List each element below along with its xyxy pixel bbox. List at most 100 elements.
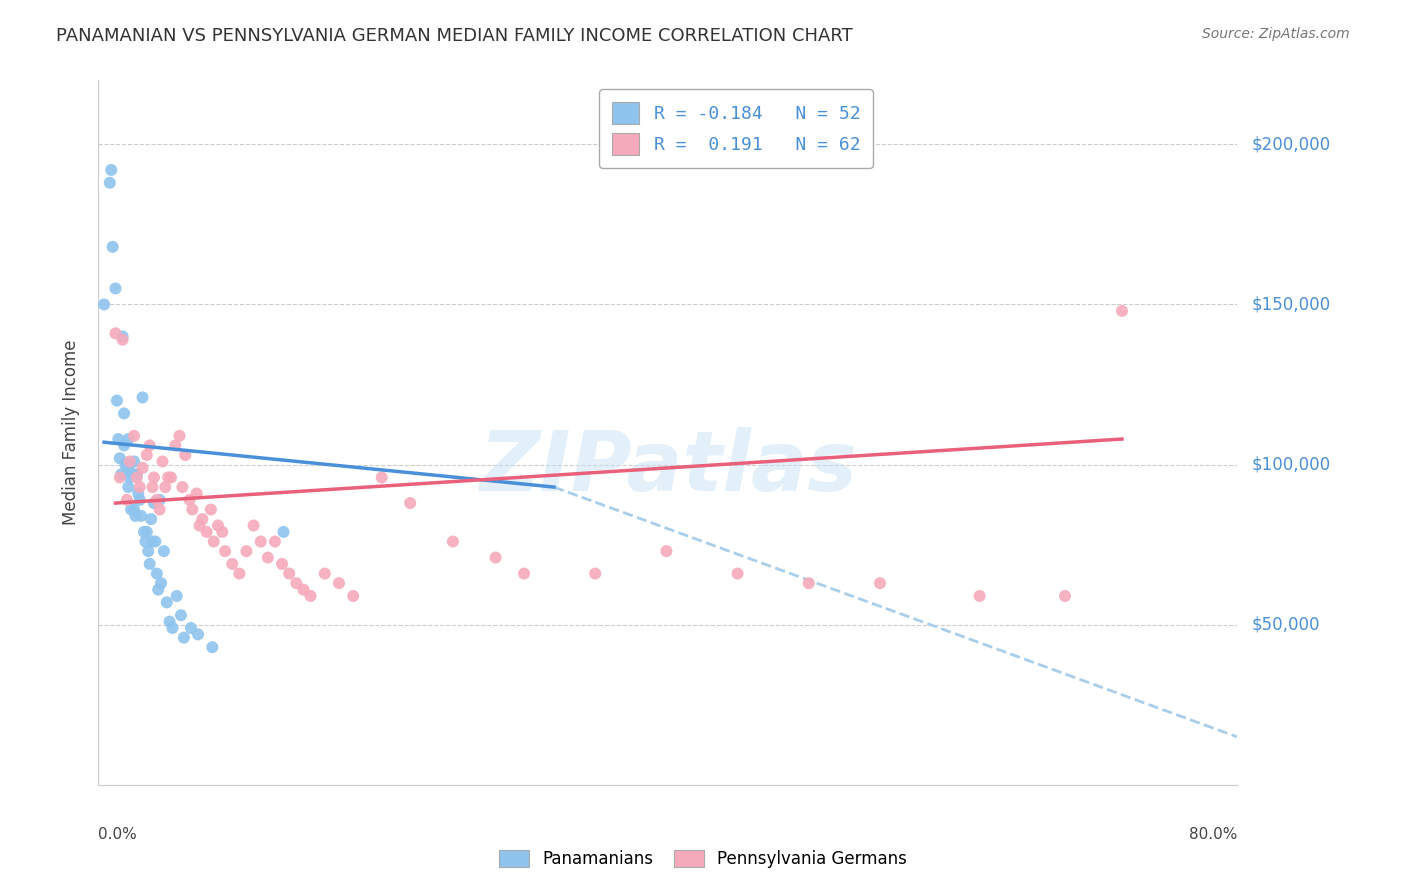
Point bbox=[285, 576, 308, 591]
Point bbox=[139, 512, 162, 526]
Point bbox=[166, 589, 188, 603]
Point bbox=[145, 534, 167, 549]
Point bbox=[179, 492, 201, 507]
Point bbox=[727, 566, 749, 581]
Point bbox=[513, 566, 536, 581]
Legend: R = -0.184   N = 52, R =  0.191   N = 62: R = -0.184 N = 52, R = 0.191 N = 62 bbox=[599, 89, 873, 168]
Text: $150,000: $150,000 bbox=[1251, 295, 1330, 313]
Text: 0.0%: 0.0% bbox=[98, 827, 138, 842]
Point bbox=[125, 470, 148, 484]
Point bbox=[129, 508, 152, 523]
Point bbox=[211, 524, 233, 539]
Point bbox=[138, 557, 160, 571]
Point bbox=[121, 467, 143, 482]
Point bbox=[214, 544, 236, 558]
Point bbox=[278, 566, 301, 581]
Point bbox=[191, 512, 214, 526]
Point bbox=[299, 589, 322, 603]
Point bbox=[173, 631, 195, 645]
Point bbox=[108, 451, 131, 466]
Point bbox=[127, 486, 149, 500]
Point bbox=[174, 448, 197, 462]
Text: $50,000: $50,000 bbox=[1251, 615, 1320, 634]
Point bbox=[146, 566, 169, 581]
Point bbox=[141, 534, 163, 549]
Point bbox=[242, 518, 264, 533]
Point bbox=[149, 492, 172, 507]
Point bbox=[583, 566, 606, 581]
Point bbox=[131, 460, 153, 475]
Point bbox=[170, 608, 193, 623]
Point bbox=[441, 534, 464, 549]
Point bbox=[328, 576, 350, 591]
Point bbox=[969, 589, 991, 603]
Point bbox=[235, 544, 257, 558]
Point bbox=[181, 502, 204, 516]
Point bbox=[153, 544, 176, 558]
Point bbox=[117, 432, 139, 446]
Text: ZIPatlas: ZIPatlas bbox=[479, 427, 856, 508]
Point bbox=[292, 582, 315, 597]
Point bbox=[146, 492, 169, 507]
Point bbox=[128, 480, 150, 494]
Point bbox=[159, 615, 181, 629]
Y-axis label: Median Family Income: Median Family Income bbox=[62, 340, 80, 525]
Point bbox=[124, 508, 146, 523]
Point bbox=[186, 486, 208, 500]
Point bbox=[148, 582, 170, 597]
Text: Source: ZipAtlas.com: Source: ZipAtlas.com bbox=[1202, 27, 1350, 41]
Point bbox=[314, 566, 336, 581]
Point bbox=[132, 524, 155, 539]
Point bbox=[101, 240, 124, 254]
Point bbox=[342, 589, 364, 603]
Point bbox=[187, 627, 209, 641]
Point bbox=[150, 576, 173, 591]
Point bbox=[149, 502, 172, 516]
Point bbox=[105, 393, 128, 408]
Point bbox=[169, 429, 191, 443]
Legend: Panamanians, Pennsylvania Germans: Panamanians, Pennsylvania Germans bbox=[492, 843, 914, 875]
Point bbox=[200, 502, 222, 516]
Point bbox=[100, 163, 122, 178]
Point bbox=[228, 566, 250, 581]
Point bbox=[104, 281, 127, 295]
Text: $200,000: $200,000 bbox=[1251, 136, 1330, 153]
Point bbox=[165, 438, 187, 452]
Point bbox=[104, 326, 127, 341]
Point bbox=[136, 544, 159, 558]
Point bbox=[108, 470, 131, 484]
Point bbox=[118, 470, 141, 484]
Point bbox=[135, 524, 157, 539]
Point bbox=[271, 557, 294, 571]
Point bbox=[138, 438, 160, 452]
Point bbox=[112, 438, 135, 452]
Point bbox=[115, 492, 138, 507]
Point bbox=[484, 550, 506, 565]
Point bbox=[370, 470, 392, 484]
Point bbox=[114, 458, 136, 472]
Point bbox=[1111, 304, 1133, 318]
Point bbox=[655, 544, 678, 558]
Point bbox=[110, 467, 132, 482]
Point bbox=[142, 470, 165, 484]
Point bbox=[122, 454, 145, 468]
Point bbox=[112, 406, 135, 420]
Point bbox=[180, 621, 202, 635]
Point bbox=[156, 595, 179, 609]
Text: 80.0%: 80.0% bbox=[1189, 827, 1237, 842]
Point bbox=[122, 429, 145, 443]
Point bbox=[131, 391, 153, 405]
Point bbox=[195, 524, 218, 539]
Point bbox=[142, 496, 165, 510]
Point bbox=[111, 329, 134, 343]
Point bbox=[118, 454, 141, 468]
Point bbox=[155, 480, 177, 494]
Point bbox=[201, 640, 224, 655]
Point bbox=[98, 176, 121, 190]
Point bbox=[207, 518, 229, 533]
Point bbox=[162, 621, 184, 635]
Point bbox=[264, 534, 287, 549]
Point bbox=[93, 297, 115, 311]
Point bbox=[202, 534, 225, 549]
Point bbox=[141, 480, 163, 494]
